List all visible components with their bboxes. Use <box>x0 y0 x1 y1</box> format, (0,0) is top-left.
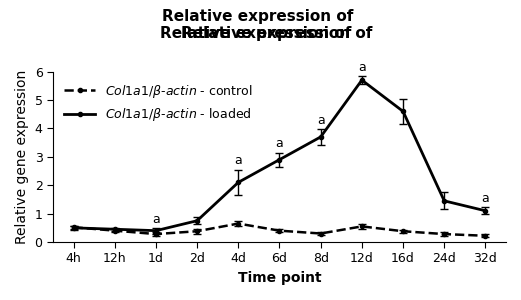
Text: a: a <box>317 114 325 127</box>
Text: a: a <box>358 61 366 74</box>
Text: a: a <box>234 154 242 167</box>
Text: a: a <box>152 213 160 226</box>
Text: a: a <box>276 137 283 150</box>
Title: Relative expression of $\it{Col1a1}$ in ulnas from loaded
and control rats over : Relative expression of $\it{Col1a1}$ in … <box>0 299 1 300</box>
Text: a: a <box>481 192 489 205</box>
Text: Relative expression of: Relative expression of <box>181 26 378 41</box>
Y-axis label: Relative gene expression: Relative gene expression <box>15 70 29 244</box>
Text: Relative expression of: Relative expression of <box>162 9 359 24</box>
Legend: $\mathit{Col1a1/\beta\text{-}actin}$ - control, $\mathit{Col1a1/\beta\text{-}act: $\mathit{Col1a1/\beta\text{-}actin}$ - c… <box>59 78 258 128</box>
Text: Relative expression of: Relative expression of <box>160 26 399 41</box>
X-axis label: Time point: Time point <box>238 271 321 285</box>
